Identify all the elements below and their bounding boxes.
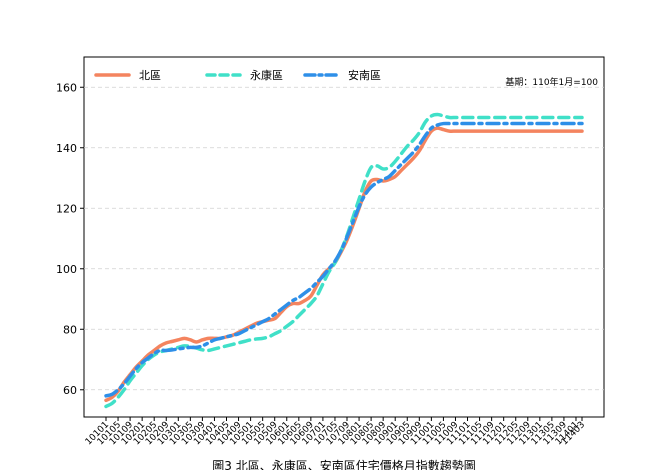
legend-label: 安南區 xyxy=(348,68,381,82)
y-tick-label: 100 xyxy=(56,263,77,276)
series-lines xyxy=(104,112,584,409)
legend-label: 北區 xyxy=(139,69,161,82)
y-tick-label: 160 xyxy=(56,81,77,94)
x-axis: 1010110105101091020110205102091030110305… xyxy=(84,417,587,447)
y-tick-label: 140 xyxy=(56,142,77,155)
plot-background xyxy=(83,56,605,418)
y-tick-label: 120 xyxy=(56,202,77,215)
chart-title: 圖3 北區、永康區、安南區住宅價格月指數趨勢圖 xyxy=(212,458,475,470)
y-axis: 60 80 100 120 140 160 xyxy=(56,81,84,397)
gridlines xyxy=(84,86,604,391)
legend: 北區 永康區 安南區 xyxy=(94,68,381,82)
y-tick-label: 60 xyxy=(63,384,77,397)
y-tick-label: 80 xyxy=(63,323,77,336)
legend-label: 永康區 xyxy=(250,68,283,82)
series-line-3 xyxy=(104,121,584,398)
base-period-note: 基期：110年1月=100 xyxy=(505,76,598,88)
